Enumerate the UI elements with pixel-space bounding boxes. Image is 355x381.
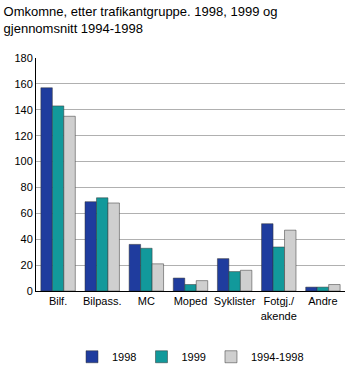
svg-text:Moped: Moped	[174, 295, 208, 307]
svg-text:60: 60	[21, 207, 33, 219]
svg-text:120: 120	[14, 130, 32, 142]
svg-text:180: 180	[14, 52, 32, 64]
svg-text:Omkomne, etter trafikantgruppe: Omkomne, etter trafikantgruppe. 1998, 19…	[4, 4, 278, 36]
svg-text:140: 140	[14, 104, 32, 116]
svg-text:Bilf.: Bilf.	[49, 295, 67, 307]
svg-text:40: 40	[21, 233, 33, 245]
svg-text:1998: 1998	[112, 351, 136, 363]
svg-text:100: 100	[14, 155, 32, 167]
svg-text:Andre: Andre	[308, 295, 337, 307]
svg-text:160: 160	[14, 78, 32, 90]
svg-text:Fotgj./akende: Fotgj./akende	[261, 295, 297, 321]
svg-text:MC: MC	[138, 295, 155, 307]
svg-text:80: 80	[21, 181, 33, 193]
svg-text:Syklister: Syklister	[214, 295, 256, 307]
svg-text:0: 0	[27, 285, 33, 297]
svg-text:1994-1998: 1994-1998	[251, 351, 304, 363]
svg-text:Bilpass.: Bilpass.	[83, 295, 122, 307]
svg-text:1999: 1999	[181, 351, 205, 363]
svg-text:20: 20	[21, 259, 33, 271]
